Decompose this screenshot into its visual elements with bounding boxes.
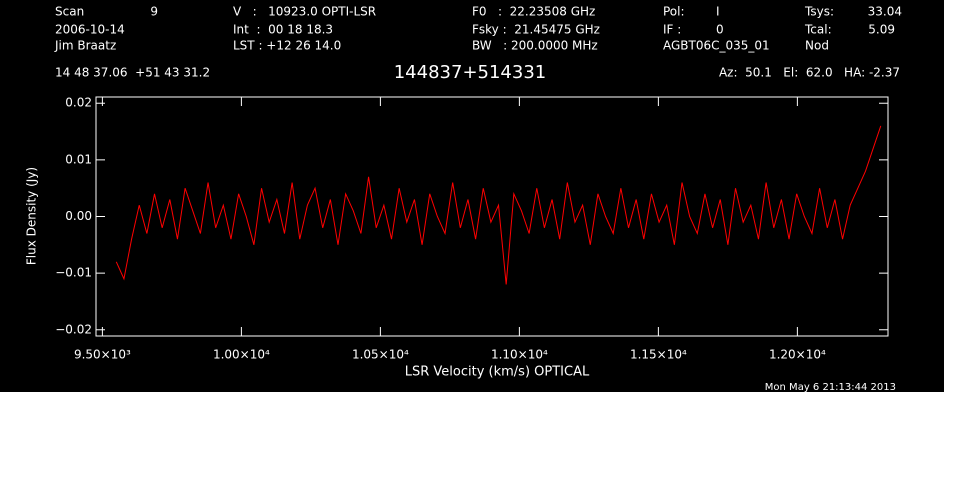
header-text: 33.04 (868, 5, 902, 19)
y-tick-label: −0.02 (55, 322, 92, 336)
header-text: V : 10923.0 OPTI-LSR (233, 5, 376, 19)
header-text: Int : 00 18 18.3 (233, 23, 333, 37)
header-text: IF : (663, 23, 681, 37)
header-text: 9 (150, 5, 158, 19)
y-tick-label: 0.02 (65, 96, 92, 110)
x-tick-label: 1.20×10⁴ (769, 348, 826, 362)
axes (95, 96, 889, 337)
plot-background (0, 0, 944, 392)
header-text: Pol: (663, 5, 685, 19)
header-text: AGBT06C_035_01 (663, 39, 770, 53)
header-text: F0 : 22.23508 GHz (472, 5, 595, 19)
chart-title: 144837+514331 (394, 62, 547, 83)
x-tick-label: 9.50×10³ (74, 348, 131, 362)
timestamp: Mon May 6 21:13:44 2013 (765, 382, 896, 393)
header-text: BW : 200.0000 MHz (472, 39, 598, 53)
x-tick-label: 1.15×10⁴ (630, 348, 687, 362)
header-text: Nod (805, 39, 829, 53)
header-text: 14 48 37.06 +51 43 31.2 (55, 66, 210, 80)
header-text: Az: 50.1 El: 62.0 HA: -2.37 (719, 66, 900, 80)
header-text: 2006-10-14 (55, 23, 125, 37)
header-text: Tsys: (804, 5, 834, 19)
x-tick-label: 1.00×10⁴ (213, 348, 270, 362)
y-tick-label: −0.01 (55, 266, 92, 280)
header-text: LST : +12 26 14.0 (233, 39, 341, 53)
header-text: Scan (55, 5, 84, 19)
y-axis-label: Flux Density (Jy) (25, 167, 39, 265)
header-text: 0 (716, 23, 724, 37)
header-text: Jim Braatz (54, 39, 116, 53)
y-tick-label: 0.01 (65, 152, 92, 166)
header-text: I (716, 5, 720, 19)
y-tick-label: 0.00 (65, 209, 92, 223)
header-text: 5.09 (868, 23, 895, 37)
x-tick-label: 1.05×10⁴ (352, 348, 409, 362)
spectrum-line (115, 125, 882, 285)
x-axis-label: LSR Velocity (km/s) OPTICAL (405, 365, 590, 380)
header-text: Tcal: (804, 23, 832, 37)
x-tick-label: 1.10×10⁴ (491, 348, 548, 362)
header-text: Fsky : 21.45475 GHz (472, 23, 600, 37)
